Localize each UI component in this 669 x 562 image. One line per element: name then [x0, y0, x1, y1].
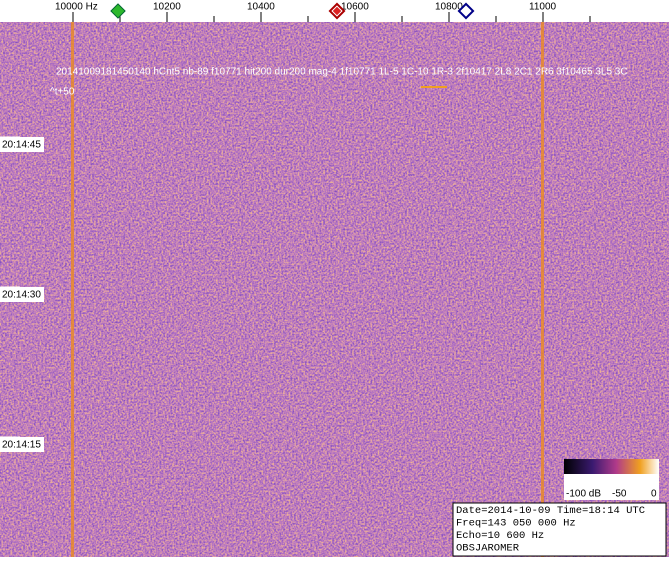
time-label: 20:14:15 [2, 440, 41, 451]
colorbar-label: -50 [612, 489, 627, 500]
frequency-label: 11000 [529, 2, 557, 13]
info-line: Echo=10 600 Hz [456, 530, 544, 542]
time-label: 20:14:45 [2, 140, 41, 151]
carrier-line [71, 22, 74, 557]
colorbar-label: -100 dB [566, 489, 601, 500]
meteor-echo [421, 86, 447, 88]
frequency-label: 10400 [247, 2, 275, 13]
info-line: Freq=143 050 000 Hz [456, 517, 576, 529]
info-line: OBSJAROMER [456, 542, 520, 554]
offset-text: ^t+50 [50, 87, 75, 98]
time-label: 20:14:30 [2, 290, 41, 301]
frequency-label: 10200 [153, 2, 181, 13]
frequency-label: 10800 [435, 2, 463, 13]
markers [110, 2, 475, 20]
carrier-line [541, 22, 544, 557]
time-label-bg [0, 437, 44, 452]
info-box [452, 502, 667, 557]
frequency-label: 10000 Hz [55, 2, 98, 13]
frequency-label: 10600 [341, 2, 369, 13]
detection-text: 20141009181450140 hCnt5 nb-89 f10771 hit… [56, 67, 628, 78]
info-line: Date=2014-10-09 Time=18:14 UTC [456, 505, 645, 517]
colorbar-label: 0 [651, 489, 657, 500]
spectrogram [0, 22, 669, 557]
time-label-bg [0, 287, 44, 302]
time-label-bg [0, 137, 44, 152]
colorbar-scale [564, 474, 659, 500]
colorbar [564, 459, 659, 474]
